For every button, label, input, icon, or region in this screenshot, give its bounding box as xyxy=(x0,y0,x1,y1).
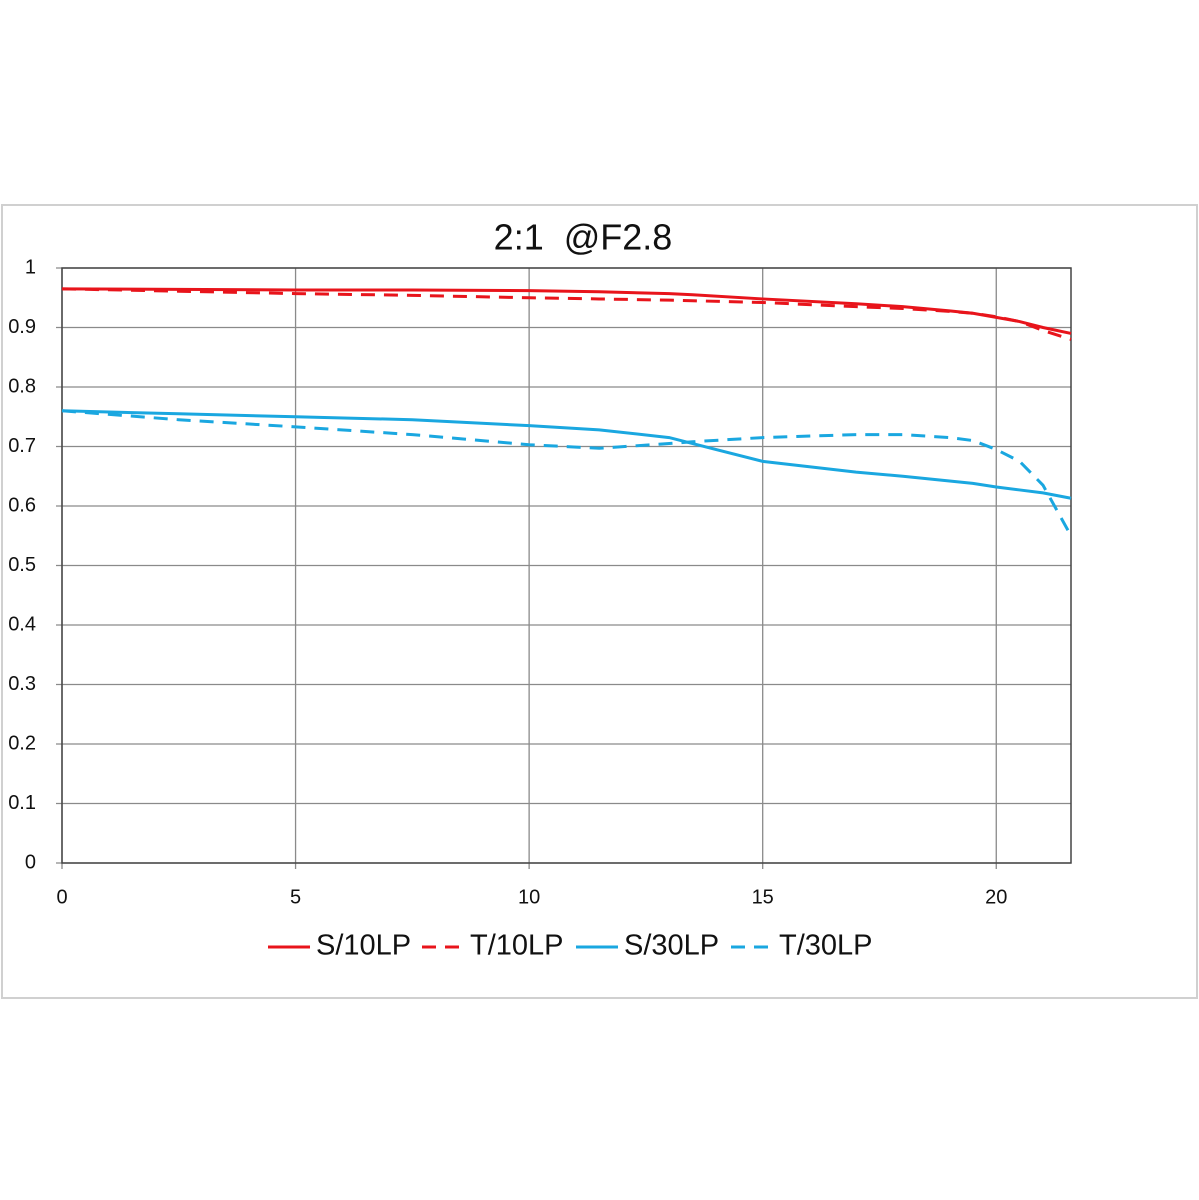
series-line xyxy=(61,409,1072,500)
plot-border xyxy=(61,267,1072,864)
series-line xyxy=(61,287,1072,341)
y-tick-label: 0.4 xyxy=(8,613,36,635)
series-line xyxy=(61,409,1073,537)
y-tick-label: 0.6 xyxy=(8,494,36,516)
x-tick-label: 20 xyxy=(985,886,1007,908)
legend-label: T/30LP xyxy=(779,930,873,962)
y-tick-label: 0.5 xyxy=(8,554,36,576)
chart-title: 2:1 @F2.8 xyxy=(494,217,673,258)
y-tick-label: 0 xyxy=(25,851,36,873)
y-tick-label: 1 xyxy=(25,256,36,278)
y-tick-label: 0.2 xyxy=(8,732,36,754)
series-line xyxy=(61,287,1072,335)
x-tick-label: 10 xyxy=(518,886,540,908)
y-tick-label: 0.7 xyxy=(8,435,36,457)
x-tick-label: 5 xyxy=(290,886,301,908)
legend-label: S/30LP xyxy=(624,930,719,962)
legend-label: S/10LP xyxy=(316,930,411,962)
y-tick-label: 0.3 xyxy=(8,673,36,695)
x-tick-label: 0 xyxy=(56,886,67,908)
y-tick-label: 0.1 xyxy=(8,792,36,814)
y-tick-label: 0.8 xyxy=(8,375,36,397)
y-tick-label: 0.9 xyxy=(8,316,36,338)
x-tick-label: 15 xyxy=(752,886,774,908)
chart-frame xyxy=(1,204,1198,999)
legend-label: T/10LP xyxy=(470,930,564,962)
